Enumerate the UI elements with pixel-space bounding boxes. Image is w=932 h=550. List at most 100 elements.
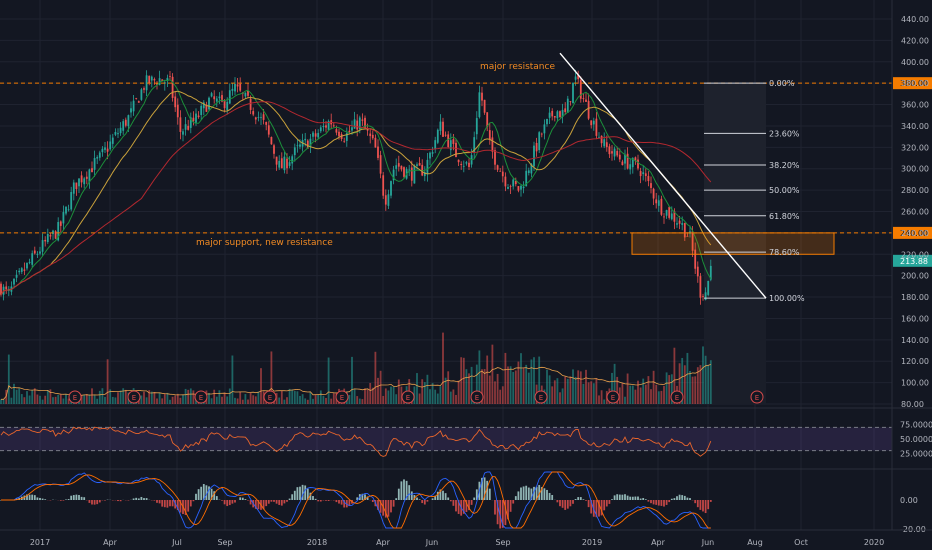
candle-body [403, 167, 405, 177]
level-label: 240.00 [900, 229, 928, 238]
volume-bar [564, 376, 567, 404]
volume-bar [457, 380, 460, 404]
volume-bar [379, 370, 382, 404]
macd-histogram-bar [512, 500, 515, 504]
candle-body [491, 137, 494, 152]
volume-bar [371, 387, 374, 404]
macd-histogram-bar [379, 500, 382, 513]
macd-histogram-bar [507, 500, 509, 520]
volume-bar [400, 386, 403, 404]
volume-bar [353, 389, 356, 404]
volume-bar [234, 397, 236, 404]
macd-histogram-bar [210, 488, 213, 500]
macd-histogram-bar [278, 500, 281, 505]
candle-body [379, 155, 382, 174]
candle-body [202, 102, 205, 109]
volume-bar [91, 388, 93, 404]
volume-bar [522, 367, 525, 404]
macd-histogram-bar [280, 500, 283, 506]
volume-bar [156, 398, 158, 404]
volume-bar [527, 372, 530, 404]
volume-bar [561, 388, 564, 404]
macd-histogram-bar [221, 500, 223, 501]
moving-average-slow [0, 101, 712, 296]
earnings-event-icon [194, 390, 208, 404]
candle-body [374, 137, 377, 148]
candle-body [483, 99, 486, 113]
macd-histogram-bar [683, 495, 686, 500]
macd-histogram-bar [343, 500, 346, 508]
volume-bar [260, 368, 262, 404]
candle-body [364, 117, 366, 129]
volume-bar [171, 396, 174, 404]
volume-bar [158, 392, 161, 404]
volume-bar [444, 377, 447, 404]
rsi-line [0, 426, 712, 457]
volume-bar [595, 378, 598, 404]
candle-body [543, 124, 546, 134]
candle-body [114, 132, 117, 135]
candle-body [156, 83, 158, 85]
candle-body [31, 253, 34, 265]
candle-body [187, 125, 190, 130]
candle-body [631, 158, 634, 168]
macd-histogram-bar [72, 495, 75, 500]
macd-histogram-bar [325, 500, 327, 501]
volume-bar [41, 399, 44, 404]
volume-bar [592, 383, 595, 404]
volume-bar [413, 386, 416, 404]
candle-body [267, 125, 270, 135]
volume-bar [585, 369, 587, 404]
macd-histogram-bar [249, 500, 252, 505]
time-tick-label: Apr [651, 538, 666, 547]
candle-body [496, 165, 499, 170]
macd-histogram-bar [652, 500, 655, 505]
candle-body [314, 133, 317, 137]
candle-body [553, 115, 556, 118]
macd-histogram-bar [143, 498, 145, 500]
volume-bar [499, 389, 502, 404]
macd-histogram-bar [613, 495, 616, 500]
volume-bar [62, 398, 65, 404]
candle-body [447, 134, 450, 148]
earnings-event-label: E [268, 394, 272, 402]
candle-body [111, 137, 114, 144]
volume-bar [176, 393, 179, 404]
volume-bar [65, 394, 67, 404]
volume-bar [96, 398, 99, 404]
volume-bar [36, 394, 39, 404]
price-tick-label: 140.00 [901, 336, 929, 345]
volume-bar [392, 386, 395, 404]
volume-bar [590, 381, 593, 404]
candle-body [70, 191, 73, 210]
volume-bar [293, 391, 296, 404]
candle-body [400, 165, 403, 170]
candle-body [598, 136, 600, 138]
candle-body [244, 92, 247, 97]
volume-bar [319, 390, 322, 404]
candle-body [431, 152, 434, 154]
macd-histogram-bar [78, 495, 80, 500]
volume-bar [244, 394, 247, 404]
candle-body [343, 140, 346, 142]
macd-histogram-bar [156, 500, 158, 503]
volume-bar [486, 355, 489, 404]
candle-body [288, 162, 291, 166]
macd-histogram-bar [657, 500, 660, 506]
candle-body [260, 117, 262, 119]
macd-histogram-bar [200, 486, 203, 500]
volume-bar [624, 396, 626, 404]
candle-body [681, 223, 684, 225]
volume-bar [647, 376, 650, 404]
candle-body [127, 115, 130, 127]
volume-bar [228, 388, 231, 404]
volume-bar [655, 384, 658, 404]
candle-body [249, 98, 252, 110]
volume-bar [416, 373, 418, 404]
macd-histogram-bar [582, 499, 585, 500]
macd-histogram-bar [104, 500, 106, 501]
volume-bar [673, 347, 676, 404]
macd-histogram-bar [239, 497, 242, 500]
candle-body [228, 90, 231, 104]
